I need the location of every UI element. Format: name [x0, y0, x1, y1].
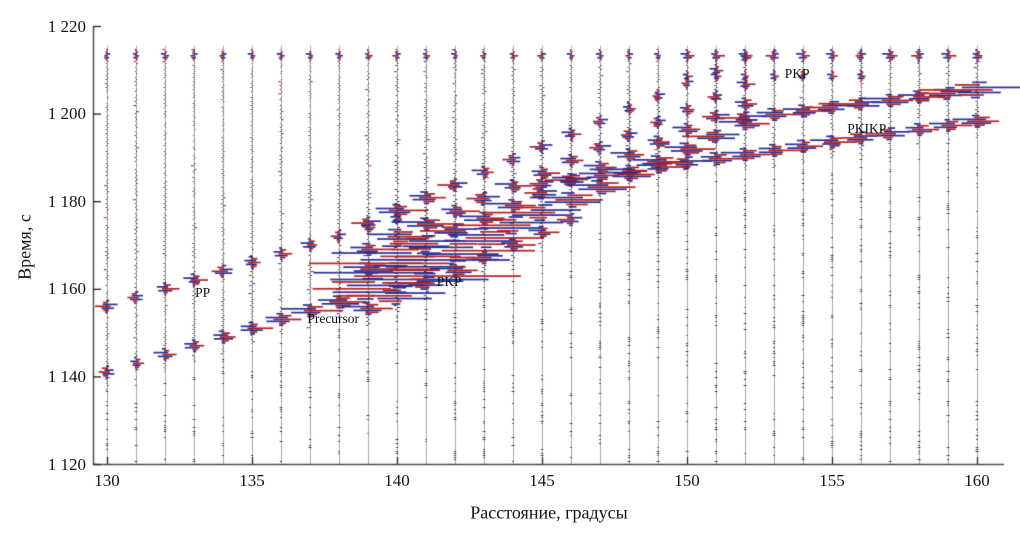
- phase-label-precursor: Precursor: [307, 311, 360, 327]
- x-tick-label: 160: [964, 471, 990, 490]
- y-tick-label: 1 220: [47, 16, 86, 36]
- x-axis-title: Расстояние, градусы: [470, 502, 628, 523]
- phase-label-pp: PP: [195, 285, 211, 301]
- x-tick-label: 150: [674, 471, 700, 490]
- y-tick-label: 1 120: [47, 454, 86, 474]
- y-axis-title: Время, с: [14, 214, 35, 280]
- y-tick-label: 1 140: [47, 366, 86, 386]
- x-tick-label: 145: [529, 471, 555, 490]
- y-tick-label: 1 160: [47, 279, 86, 299]
- phase-label-pkikp: PKIKP: [847, 120, 887, 136]
- y-tick-label: 1 180: [47, 191, 86, 211]
- phase-label-pkp-ab: PKP: [784, 66, 810, 82]
- x-tick-label: 135: [239, 471, 265, 490]
- x-tick-label: 130: [94, 471, 120, 490]
- x-tick-label: 140: [384, 471, 410, 490]
- x-tick-label: 155: [819, 471, 845, 490]
- y-tick-label: 1 200: [47, 104, 86, 124]
- phase-label-pkp-bc: PKP: [436, 274, 462, 290]
